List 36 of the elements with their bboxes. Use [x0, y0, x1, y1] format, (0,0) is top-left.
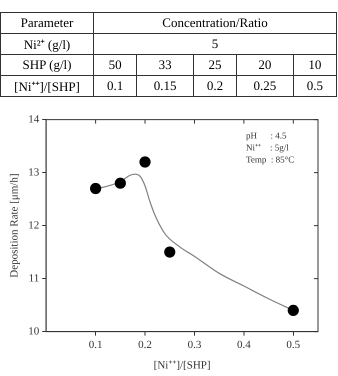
annotation: Ni⁺⁺ : 5g/l	[246, 142, 290, 152]
annotation: pH : 4.5	[246, 130, 287, 140]
y-tick-label: 14	[28, 113, 40, 126]
y-tick-label: 11	[28, 272, 40, 284]
point	[90, 182, 102, 194]
point	[139, 156, 151, 168]
x-tick-label: 0.4	[237, 339, 252, 352]
x-tick-label: 0.5	[286, 339, 301, 352]
x-tick-label: 0.1	[88, 339, 102, 352]
text: 33	[136, 54, 194, 76]
text: 5	[94, 34, 336, 54]
y-tick-label: 10	[28, 325, 40, 338]
y-tick-label: 12	[28, 219, 40, 232]
point	[164, 246, 176, 258]
x-tick-label: 0.2	[138, 339, 152, 352]
text: 0.2	[193, 76, 237, 96]
text: 10	[293, 54, 336, 76]
text: 25	[193, 54, 237, 76]
text: 0.15	[136, 76, 194, 96]
text: 0.1	[94, 76, 137, 96]
text: Concentration/Ratio	[94, 12, 336, 34]
x-tick-label: 0.3	[188, 339, 202, 352]
text: 0.25	[236, 76, 294, 96]
text: 20	[236, 54, 294, 76]
text: Ni²⁺ (g/l)	[0, 34, 94, 54]
point	[288, 304, 299, 316]
text: 50	[94, 54, 137, 76]
x-axis-title: [Ni⁺⁺]/[SHP]	[154, 359, 211, 372]
text: [Ni⁺⁺]/[SHP]	[0, 76, 94, 96]
text: 0.5	[293, 76, 336, 96]
point	[114, 178, 126, 189]
text: SHP (g/l)	[0, 54, 94, 76]
y-axis-title: Deposition Rate [μm/h]	[8, 173, 20, 278]
annotation: Temp : 85°C	[246, 154, 294, 164]
y-tick-label: 13	[28, 166, 40, 178]
text: Parameter	[0, 12, 94, 34]
